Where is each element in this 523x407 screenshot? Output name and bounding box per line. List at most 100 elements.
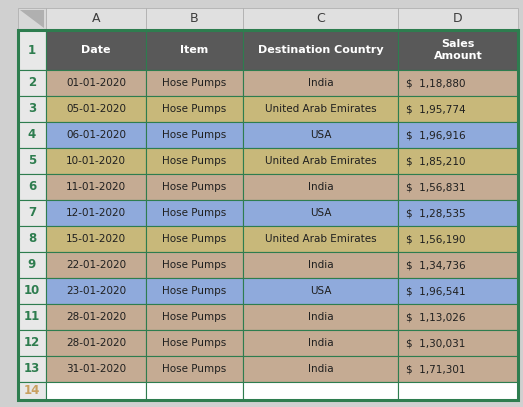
Bar — [46, 304, 146, 330]
Bar — [46, 174, 146, 200]
Bar — [243, 122, 398, 148]
Bar — [146, 96, 243, 122]
Bar — [146, 356, 243, 382]
Bar — [243, 304, 398, 330]
Bar — [243, 278, 398, 304]
Text: $  1,34,736: $ 1,34,736 — [406, 260, 465, 270]
Text: Hose Pumps: Hose Pumps — [162, 208, 226, 218]
Bar — [18, 30, 46, 70]
Text: 4: 4 — [28, 129, 36, 142]
Text: 31-01-2020: 31-01-2020 — [66, 364, 126, 374]
Text: 5: 5 — [28, 155, 36, 168]
Text: 22-01-2020: 22-01-2020 — [66, 260, 126, 270]
Text: 10-01-2020: 10-01-2020 — [66, 156, 126, 166]
Bar — [243, 226, 398, 252]
Bar — [46, 96, 146, 122]
Text: $  1,95,774: $ 1,95,774 — [406, 104, 465, 114]
Bar — [146, 148, 243, 174]
Text: Destination Country: Destination Country — [258, 45, 383, 55]
Bar — [46, 148, 146, 174]
Bar — [398, 278, 518, 304]
Bar — [243, 8, 398, 30]
Bar — [398, 252, 518, 278]
Text: 8: 8 — [28, 232, 36, 245]
Bar — [243, 96, 398, 122]
Bar — [398, 148, 518, 174]
Text: Item: Item — [180, 45, 209, 55]
Text: India: India — [308, 182, 333, 192]
Bar — [398, 96, 518, 122]
Bar — [46, 200, 146, 226]
Text: Hose Pumps: Hose Pumps — [162, 338, 226, 348]
Bar — [243, 200, 398, 226]
Bar — [18, 200, 46, 226]
Text: Date: Date — [81, 45, 111, 55]
Bar — [243, 382, 398, 400]
Bar — [146, 200, 243, 226]
Text: 28-01-2020: 28-01-2020 — [66, 312, 126, 322]
Bar — [398, 174, 518, 200]
Bar — [398, 200, 518, 226]
Text: United Arab Emirates: United Arab Emirates — [265, 104, 377, 114]
Text: $  1,85,210: $ 1,85,210 — [406, 156, 465, 166]
Text: $  1,13,026: $ 1,13,026 — [406, 312, 465, 322]
Bar — [18, 8, 46, 30]
Bar — [243, 30, 398, 70]
Bar — [146, 174, 243, 200]
Text: 9: 9 — [28, 258, 36, 271]
Bar — [243, 148, 398, 174]
Bar — [398, 8, 518, 30]
Text: Hose Pumps: Hose Pumps — [162, 182, 226, 192]
Text: B: B — [190, 13, 199, 26]
Text: 01-01-2020: 01-01-2020 — [66, 78, 126, 88]
Text: $  1,96,916: $ 1,96,916 — [406, 130, 465, 140]
Bar — [398, 304, 518, 330]
Text: United Arab Emirates: United Arab Emirates — [265, 234, 377, 244]
Text: India: India — [308, 364, 333, 374]
Text: 10: 10 — [24, 284, 40, 298]
Bar — [398, 330, 518, 356]
Bar — [18, 330, 46, 356]
Bar — [146, 330, 243, 356]
Text: 11-01-2020: 11-01-2020 — [66, 182, 126, 192]
Bar — [146, 8, 243, 30]
Bar — [398, 122, 518, 148]
Bar — [243, 174, 398, 200]
Bar — [243, 330, 398, 356]
Text: C: C — [316, 13, 325, 26]
Bar — [46, 70, 146, 96]
Text: 11: 11 — [24, 311, 40, 324]
Text: Hose Pumps: Hose Pumps — [162, 104, 226, 114]
Bar — [18, 122, 46, 148]
Text: Hose Pumps: Hose Pumps — [162, 260, 226, 270]
Bar — [243, 356, 398, 382]
Text: 28-01-2020: 28-01-2020 — [66, 338, 126, 348]
Text: Hose Pumps: Hose Pumps — [162, 156, 226, 166]
Text: 2: 2 — [28, 77, 36, 90]
Bar — [398, 30, 518, 70]
Text: 14: 14 — [24, 385, 40, 398]
Text: United Arab Emirates: United Arab Emirates — [265, 156, 377, 166]
Bar — [146, 70, 243, 96]
Text: $  1,56,190: $ 1,56,190 — [406, 234, 465, 244]
Bar — [398, 226, 518, 252]
Bar — [398, 356, 518, 382]
Text: Hose Pumps: Hose Pumps — [162, 364, 226, 374]
Text: Hose Pumps: Hose Pumps — [162, 312, 226, 322]
Text: $  1,28,535: $ 1,28,535 — [406, 208, 465, 218]
Bar — [46, 8, 146, 30]
Bar — [18, 304, 46, 330]
Text: $  1,96,541: $ 1,96,541 — [406, 286, 465, 296]
Text: 13: 13 — [24, 363, 40, 376]
Bar — [18, 356, 46, 382]
Text: 15-01-2020: 15-01-2020 — [66, 234, 126, 244]
Bar — [46, 30, 146, 70]
Bar — [146, 382, 243, 400]
Bar — [146, 304, 243, 330]
Text: $  1,30,031: $ 1,30,031 — [406, 338, 465, 348]
Text: Hose Pumps: Hose Pumps — [162, 234, 226, 244]
Text: A: A — [92, 13, 100, 26]
Bar — [18, 96, 46, 122]
Text: 23-01-2020: 23-01-2020 — [66, 286, 126, 296]
Text: D: D — [453, 13, 463, 26]
